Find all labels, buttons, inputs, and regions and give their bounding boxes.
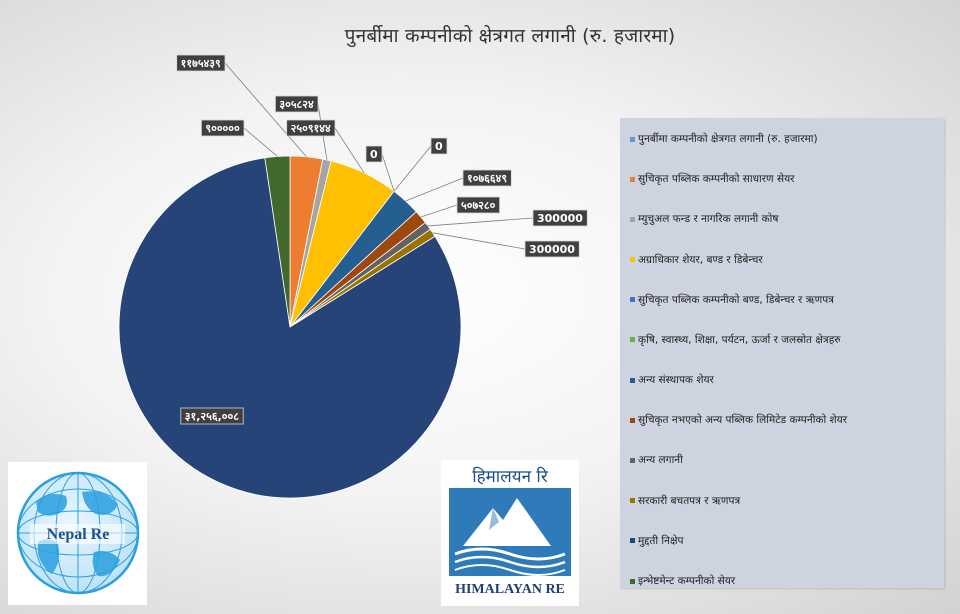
- legend-label: म्युचुअल फन्ड र नागरिक लगानी कोष: [638, 213, 779, 226]
- leader-line: [427, 217, 534, 227]
- legend-item: कृषि, स्वास्थ्य, शिक्षा, पर्यटन, ऊर्जा र…: [630, 333, 841, 347]
- data-label: ११७५४३९: [176, 54, 226, 72]
- data-label: १०७६६४९: [462, 169, 512, 187]
- data-label-text: २५०९१४४: [291, 122, 331, 135]
- legend-swatch: [630, 457, 635, 463]
- legend-item: पुनर्बीमा कम्पनीको क्षेत्रगत लगानी (रु. …: [630, 132, 818, 146]
- himalayan-re-logo-text-en: HIMALAYAN RE: [455, 582, 565, 597]
- data-label-text: १०७६६४९: [467, 172, 507, 185]
- legend-item: म्युचुअल फन्ड र नागरिक लगानी कोष: [630, 212, 778, 226]
- leader-line: [243, 127, 278, 157]
- leader-line: [393, 145, 432, 192]
- data-label-text: 300000: [537, 212, 583, 225]
- legend-item: अन्य लगानी: [630, 453, 683, 467]
- legend-label: सरकारी बचतपत्र र ऋणपत्र: [638, 494, 741, 507]
- legend-item: इन्भेष्टमेन्ट कम्पनीको सेयर: [630, 574, 735, 588]
- legend-item: सरकारी बचतपत्र र ऋणपत्र: [630, 494, 740, 508]
- legend-label: सुचिकृत पब्लिक कम्पनीको साधारण सेयर: [638, 173, 795, 186]
- legend-swatch: [630, 337, 635, 343]
- legend-label: अन्य लगानी: [638, 454, 683, 467]
- leader-line: [334, 127, 365, 174]
- legend-item: सुचिकृत पब्लिक कम्पनीको साधारण सेयर: [630, 172, 794, 186]
- data-label-text: ११७५४३९: [181, 57, 221, 70]
- legend-swatch: [630, 297, 635, 303]
- data-label-text: 0: [370, 148, 378, 161]
- legend-item: अग्राधिकार शेयर, बण्ड र डिबेन्चर: [630, 253, 763, 267]
- data-label: 300000: [532, 209, 588, 227]
- data-label: 0: [430, 137, 448, 155]
- data-label: ३०५८२४: [275, 95, 319, 113]
- data-label-text: ९०००००: [205, 122, 240, 135]
- legend-item: अन्य संस्थापक शेयर: [630, 373, 714, 387]
- chart-title: पुनर्बीमा कम्पनीको क्षेत्रगत लगानी (रु. …: [344, 25, 676, 47]
- data-label: ९०००००: [201, 119, 245, 137]
- nepal-re-logo-text: Nepal Re: [47, 526, 110, 543]
- legend-swatch: [630, 176, 635, 182]
- data-label-text: ३०५८२४: [279, 98, 314, 111]
- data-label: ३१,२५६,००८: [180, 407, 244, 425]
- data-label-text: ५०७२८०: [461, 199, 496, 212]
- globe-logo-icon: Nepal Re: [16, 471, 140, 595]
- data-label-text: 0: [435, 140, 443, 153]
- data-label: ५०७२८०: [456, 196, 500, 214]
- legend-swatch: [630, 538, 635, 544]
- data-label-text: ३१,२५६,००८: [185, 410, 239, 423]
- legend-label: कृषि, स्वास्थ्य, शिक्षा, पर्यटन, ऊर्जा र…: [638, 333, 841, 346]
- legend-swatch: [630, 377, 635, 383]
- legend-label: मुद्दती निक्षेप: [638, 534, 684, 547]
- legend-swatch: [630, 498, 635, 504]
- legend-label: अग्राधिकार शेयर, बण्ड र डिबेन्चर: [638, 253, 763, 266]
- leader-line: [405, 177, 464, 202]
- legend-label: सुचिकृत नभएको अन्य पब्लिक लिमिटेड कम्पनी…: [638, 414, 848, 427]
- legend-item: मुद्दती निक्षेप: [630, 534, 683, 548]
- leader-line: [420, 204, 458, 218]
- himalayan-re-logo: हिमालयन रि HIMALAYAN RE: [441, 460, 579, 606]
- legend-label: इन्भेष्टमेन्ट कम्पनीको सेयर: [638, 575, 736, 587]
- mountain-logo-icon: [449, 488, 571, 576]
- pie-slice: [264, 155, 291, 328]
- chart-legend: पुनर्बीमा कम्पनीको क्षेत्रगत लगानी (रु. …: [620, 118, 944, 588]
- legend-swatch: [630, 136, 635, 142]
- legend-item: सुचिकृत नभएको अन्य पब्लिक लिमिटेड कम्पनी…: [630, 413, 847, 427]
- data-label: 300000: [524, 240, 580, 258]
- nepal-re-logo: Nepal Re: [8, 462, 147, 605]
- legend-item: सुचिकृत पब्लिक कम्पनीको बण्ड, डिबेन्चर र…: [630, 293, 834, 307]
- leader-line: [381, 153, 395, 192]
- legend-swatch: [630, 578, 635, 584]
- leader-line: [432, 232, 526, 250]
- leader-line: [224, 62, 307, 158]
- himalayan-re-logo-text-np: हिमालयन रि: [472, 467, 548, 487]
- legend-label: अन्य संस्थापक शेयर: [638, 374, 714, 387]
- legend-label: पुनर्बीमा कम्पनीको क्षेत्रगत लगानी (रु. …: [638, 133, 818, 145]
- legend-swatch: [630, 216, 635, 222]
- legend-label: सुचिकृत पब्लिक कम्पनीको बण्ड, डिबेन्चर र…: [638, 293, 834, 306]
- data-label: 0: [365, 145, 383, 163]
- data-label: २५०९१४४: [286, 119, 336, 137]
- legend-swatch: [630, 257, 635, 263]
- legend-swatch: [630, 417, 635, 423]
- data-label-text: 300000: [529, 243, 575, 256]
